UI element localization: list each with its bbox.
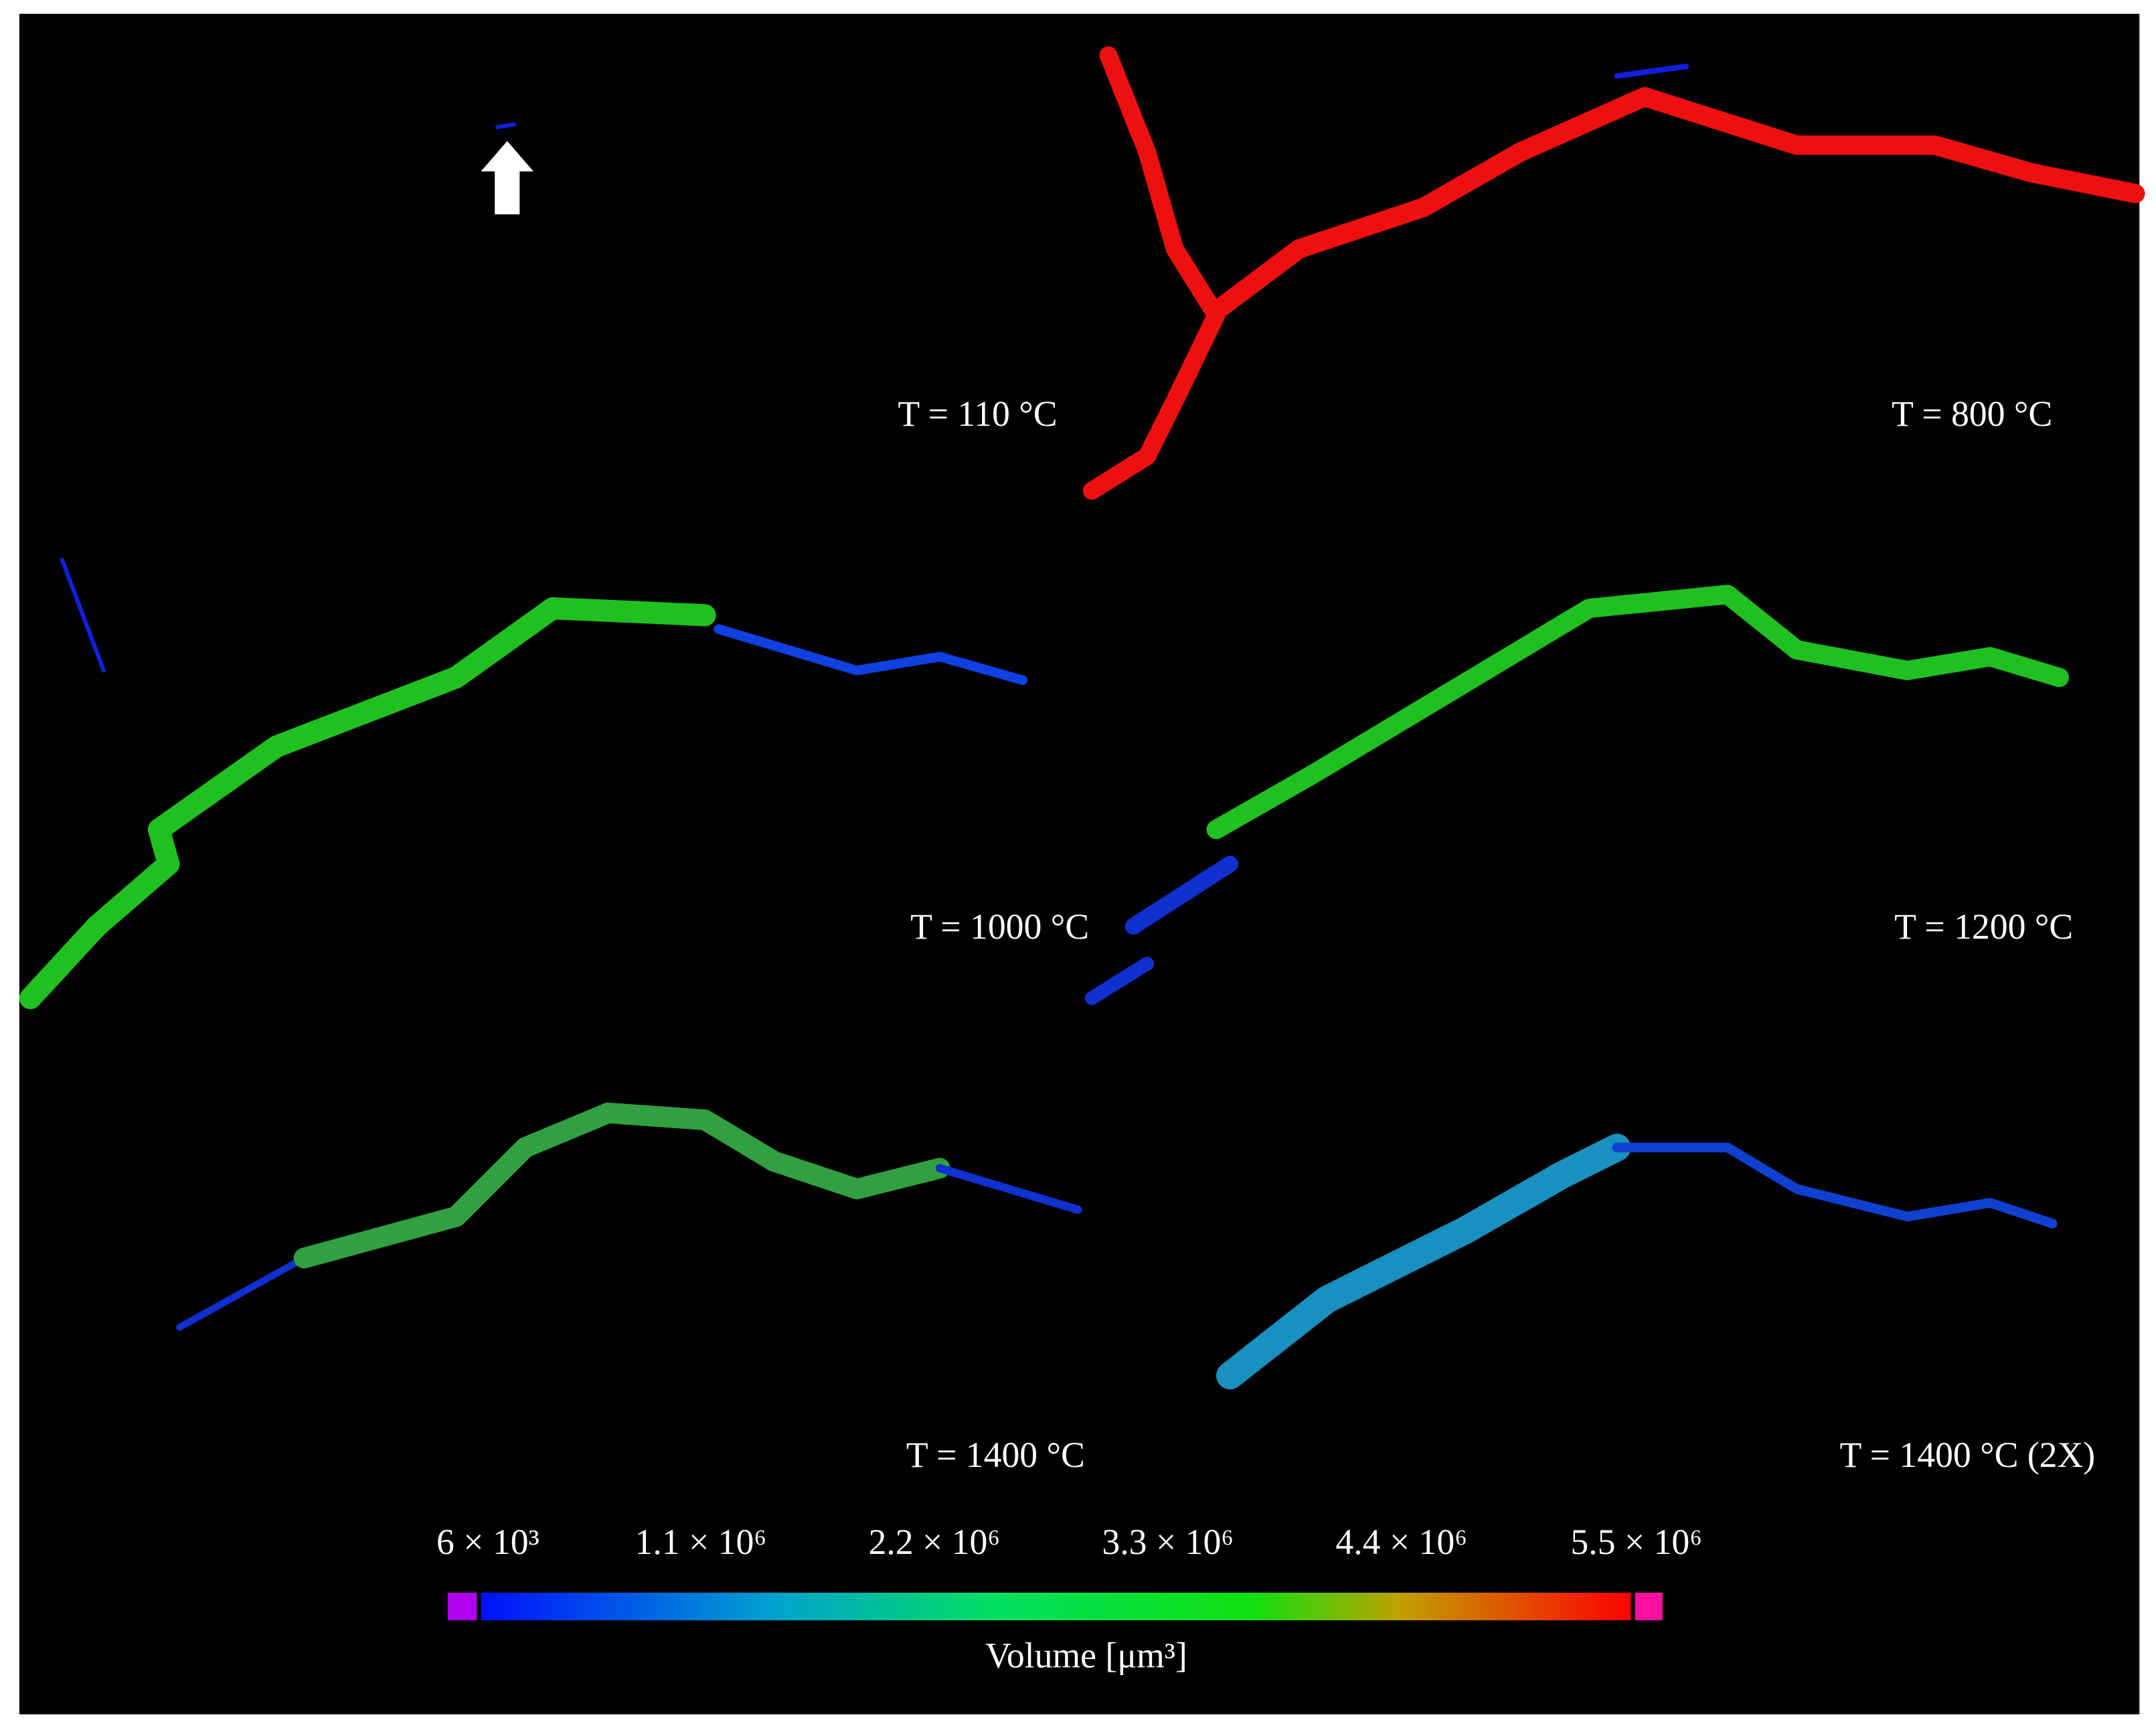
colorbar-tick-label: 3.3 × 10⁶ <box>1102 1522 1234 1562</box>
crack <box>495 122 517 130</box>
crack <box>1125 856 1239 935</box>
colorbar <box>481 1592 1631 1621</box>
colorbar-max <box>1635 1592 1663 1621</box>
panel-label: T = 110 °C <box>898 394 1057 434</box>
colorbar-tick-label: 5.5 × 10⁶ <box>1570 1522 1702 1562</box>
colorbar-title: Volume [μm³] <box>985 1635 1187 1675</box>
crack <box>60 558 106 673</box>
crack <box>714 624 1028 686</box>
crack <box>1614 63 1689 79</box>
background <box>19 13 2140 1715</box>
crack <box>19 597 716 1010</box>
colorbar-ticks: 6 × 10³ 1.1 × 10⁶ 2.2 × 10⁶ 3.3 × 10⁶ 4.4 × … <box>436 1522 1702 1562</box>
arrow <box>481 141 533 215</box>
panel-label: T = 1400 °C (2X) <box>1839 1435 2095 1475</box>
crack <box>1084 956 1155 1006</box>
crack <box>1206 87 2145 321</box>
panel-label: T = 1000 °C <box>910 907 1089 947</box>
crack <box>176 1254 308 1331</box>
crack <box>293 1102 950 1269</box>
crack <box>1612 1142 2058 1229</box>
crack <box>935 1164 1082 1214</box>
colorbar-tick-label: 4.4 × 10⁶ <box>1335 1522 1467 1562</box>
colorbar-min <box>447 1592 477 1621</box>
panel-label: T = 1200 °C <box>1894 907 2073 947</box>
panel-label: T = 1400 °C <box>906 1435 1085 1475</box>
panel-label: T = 800 °C <box>1892 394 2052 434</box>
crack <box>1206 584 2069 840</box>
crack <box>1216 1133 1631 1390</box>
colorbar-tick-label: 6 × 10³ <box>436 1522 540 1562</box>
colorbar-tick-label: 2.2 × 10⁶ <box>868 1522 1000 1562</box>
colorbar-tick-label: 1.1 × 10⁶ <box>635 1522 767 1562</box>
